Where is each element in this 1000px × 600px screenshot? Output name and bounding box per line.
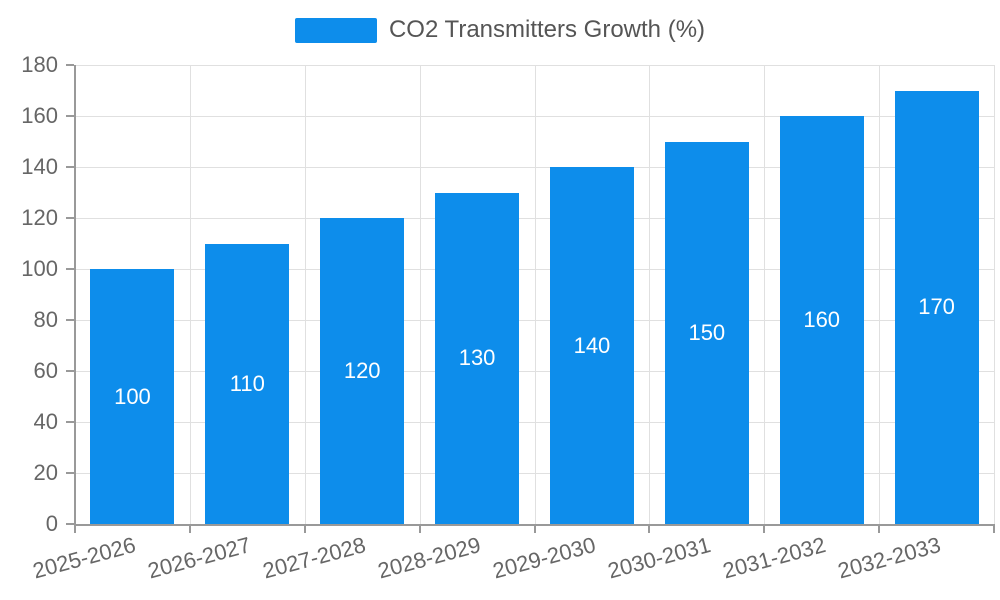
y-axis-tick-label: 100	[21, 256, 58, 281]
bar[interactable]: 150	[664, 141, 749, 524]
legend-label[interactable]: CO2 Transmitters Growth (%)	[388, 16, 706, 43]
bar[interactable]: 130	[435, 192, 520, 524]
x-axis-tick	[188, 524, 191, 533]
bar[interactable]: 110	[205, 243, 290, 524]
y-axis-tick	[66, 268, 74, 270]
y-axis-tick	[66, 421, 74, 423]
gridline-vertical	[419, 65, 421, 524]
y-axis-tick	[66, 64, 74, 66]
gridline-vertical	[764, 65, 766, 524]
x-axis-tick	[763, 524, 766, 533]
bar-value-label: 160	[803, 307, 841, 332]
y-axis-tick-label: 160	[21, 103, 58, 128]
y-axis-tick	[66, 370, 74, 372]
gridline-vertical	[304, 65, 306, 524]
y-axis-tick-label: 40	[33, 409, 58, 434]
bar-value-label: 170	[918, 294, 955, 320]
x-axis-tick	[74, 524, 76, 533]
x-axis-tick	[418, 524, 421, 533]
y-axis-tick	[66, 166, 74, 168]
y-axis-tick	[66, 217, 74, 219]
x-axis-tick	[648, 524, 651, 533]
x-axis-tick	[303, 524, 306, 533]
legend[interactable]: CO2 Transmitters Growth (%)	[0, 16, 1000, 44]
bar-value-label: 140	[573, 332, 611, 358]
y-axis-tick-label: 20	[33, 460, 58, 485]
bar[interactable]: 120	[320, 218, 405, 524]
gridline-vertical	[994, 65, 995, 524]
bar-value-label: 130	[458, 345, 496, 371]
y-axis-tick-label: 0	[45, 511, 58, 536]
bar-value-label: 110	[229, 370, 265, 396]
x-axis-tick	[878, 524, 881, 533]
legend-swatch[interactable]	[294, 17, 377, 43]
y-axis-tick-label: 80	[33, 307, 58, 332]
gridline-vertical	[189, 65, 191, 524]
bar-value-label: 150	[688, 319, 726, 345]
y-axis-tick-label: 60	[33, 358, 58, 383]
bar-value-label: 100	[114, 383, 151, 409]
bar[interactable]: 170	[894, 90, 979, 524]
gridline-vertical	[649, 65, 651, 524]
y-axis-tick	[66, 523, 74, 525]
y-axis-line	[74, 65, 76, 526]
y-axis-tick-label: 120	[21, 205, 58, 230]
bar-value-label: 120	[343, 358, 381, 383]
bar[interactable]: 140	[549, 167, 634, 524]
y-axis-tick	[66, 319, 74, 321]
y-axis-tick	[66, 115, 74, 117]
y-axis-tick	[66, 472, 74, 474]
gridline-vertical	[534, 65, 536, 524]
gridline-vertical	[879, 65, 881, 524]
y-axis-tick-label: 140	[21, 154, 58, 179]
y-axis-tick-label: 180	[21, 52, 58, 77]
bar[interactable]: 100	[90, 269, 175, 524]
x-axis-tick	[993, 524, 995, 533]
bar[interactable]: 160	[779, 116, 864, 524]
x-axis-tick	[533, 524, 536, 533]
